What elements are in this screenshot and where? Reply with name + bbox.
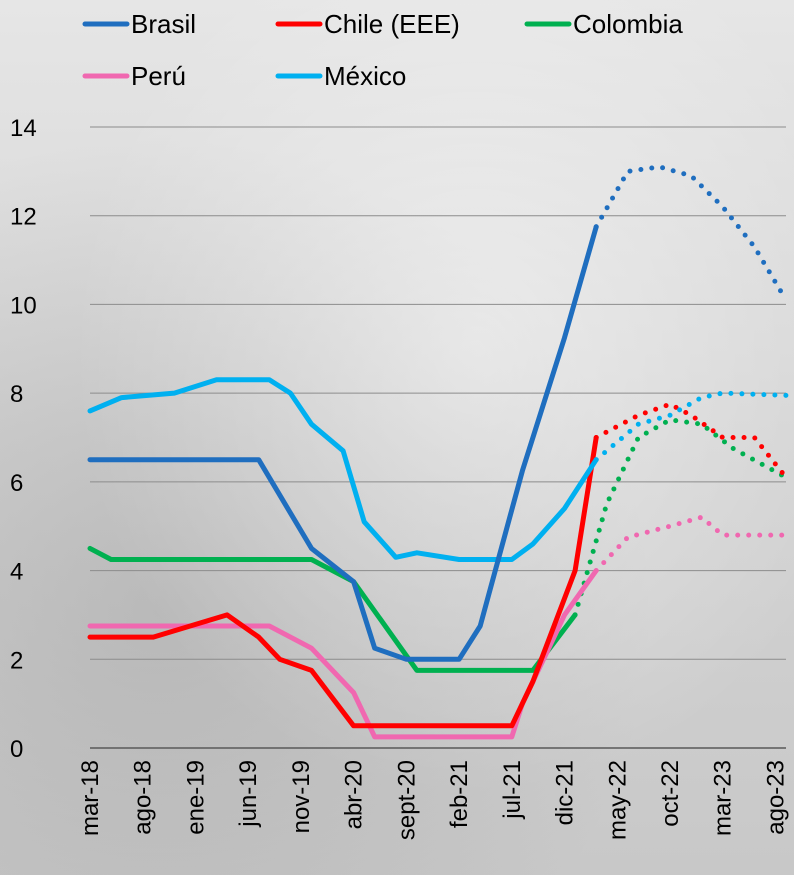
y-tick-label: 4 — [10, 559, 23, 586]
series-projection-chile-eee — [593, 401, 789, 480]
grid-lines — [90, 126, 786, 660]
y-tick-label: 10 — [10, 292, 37, 319]
legend-label: Brasil — [131, 9, 196, 39]
x-tick-label: feb-21 — [446, 760, 473, 828]
series-line-mexico — [87, 377, 599, 562]
x-tick-label: mar-23 — [710, 760, 737, 836]
x-tick-label: may-22 — [604, 760, 631, 840]
legend-item-colombia: Colombia — [524, 9, 683, 39]
x-tick-label: abr-20 — [341, 760, 368, 829]
series-line-brasil — [87, 224, 599, 662]
x-tick-label: mar-18 — [77, 760, 104, 836]
x-tick-label: ago-23 — [762, 760, 789, 835]
series-projection-peru — [593, 514, 789, 574]
x-tick-label: jun-19 — [235, 760, 262, 828]
x-tick-label: oct-22 — [657, 760, 684, 827]
series-projection-brasil — [593, 164, 789, 303]
legend-item-chile-eee: Chile (EEE) — [275, 9, 460, 39]
series-lines — [87, 164, 789, 740]
x-tick-label: ago-18 — [130, 760, 157, 835]
x-tick-label: nov-19 — [288, 760, 315, 833]
legend-label: Perú — [131, 61, 186, 91]
y-tick-label: 0 — [10, 736, 23, 763]
x-tick-label: sept-20 — [393, 760, 420, 840]
y-tick-label: 6 — [10, 470, 23, 497]
y-tick-label: 8 — [10, 381, 23, 408]
series-line-chile-eee — [87, 435, 599, 729]
series-line-peru — [87, 568, 599, 740]
x-axis-ticks: mar-18 ago-18 ene-19 jun-19 nov-19 abr-20 sept… — [77, 760, 789, 840]
y-tick-label: 12 — [10, 204, 37, 231]
x-tick-label: jul-21 — [499, 760, 526, 820]
legend: Brasil Chile (EEE) Colombia Perú México — [82, 9, 683, 91]
legend-item-brasil: Brasil — [82, 9, 196, 39]
series-projection-colombia — [572, 417, 789, 618]
series-projection-mexico — [593, 390, 789, 463]
legend-label: Chile (EEE) — [324, 9, 460, 39]
y-tick-label: 14 — [10, 115, 37, 142]
legend-item-peru: Perú — [82, 61, 186, 91]
x-tick-label: dic-21 — [552, 760, 579, 825]
legend-label: México — [324, 61, 406, 91]
legend-label: Colombia — [573, 9, 683, 39]
x-tick-label: ene-19 — [182, 760, 209, 835]
legend-item-mexico: México — [275, 61, 406, 91]
y-tick-label: 2 — [10, 647, 23, 674]
y-axis-ticks: 0 2 4 6 8 10 12 14 — [10, 115, 37, 763]
